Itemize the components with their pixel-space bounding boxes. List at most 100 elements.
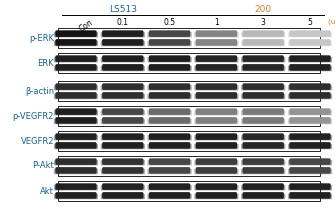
- FancyBboxPatch shape: [288, 57, 332, 62]
- FancyBboxPatch shape: [288, 85, 332, 91]
- FancyBboxPatch shape: [288, 135, 332, 140]
- FancyBboxPatch shape: [102, 117, 143, 124]
- FancyBboxPatch shape: [196, 192, 237, 199]
- Text: P-Akt: P-Akt: [32, 162, 54, 171]
- FancyBboxPatch shape: [241, 66, 285, 71]
- FancyBboxPatch shape: [196, 92, 237, 99]
- FancyBboxPatch shape: [243, 39, 284, 46]
- FancyBboxPatch shape: [243, 55, 284, 62]
- FancyBboxPatch shape: [101, 169, 145, 174]
- FancyBboxPatch shape: [55, 158, 97, 165]
- FancyBboxPatch shape: [288, 32, 332, 37]
- FancyBboxPatch shape: [289, 133, 331, 140]
- Bar: [58, 53, 320, 73]
- FancyBboxPatch shape: [149, 83, 190, 90]
- FancyBboxPatch shape: [241, 32, 285, 37]
- FancyBboxPatch shape: [194, 119, 239, 124]
- FancyBboxPatch shape: [289, 167, 331, 174]
- FancyBboxPatch shape: [55, 30, 97, 37]
- FancyBboxPatch shape: [241, 194, 285, 199]
- FancyBboxPatch shape: [147, 185, 192, 190]
- FancyBboxPatch shape: [149, 142, 190, 149]
- Text: Con: Con: [78, 18, 95, 34]
- Text: p-ERK: p-ERK: [29, 34, 54, 43]
- Text: LS513: LS513: [109, 5, 137, 14]
- FancyBboxPatch shape: [194, 85, 239, 91]
- FancyBboxPatch shape: [196, 133, 237, 140]
- FancyBboxPatch shape: [101, 110, 145, 116]
- FancyBboxPatch shape: [149, 64, 190, 71]
- FancyBboxPatch shape: [241, 85, 285, 91]
- FancyBboxPatch shape: [102, 55, 143, 62]
- FancyBboxPatch shape: [194, 94, 239, 99]
- FancyBboxPatch shape: [196, 83, 237, 90]
- FancyBboxPatch shape: [149, 55, 190, 62]
- FancyBboxPatch shape: [241, 110, 285, 116]
- FancyBboxPatch shape: [55, 64, 97, 71]
- FancyBboxPatch shape: [196, 158, 237, 165]
- FancyBboxPatch shape: [102, 142, 143, 149]
- FancyBboxPatch shape: [54, 169, 98, 174]
- FancyBboxPatch shape: [55, 133, 97, 140]
- FancyBboxPatch shape: [241, 185, 285, 190]
- FancyBboxPatch shape: [289, 55, 331, 62]
- Text: 0.5: 0.5: [163, 18, 176, 27]
- FancyBboxPatch shape: [241, 119, 285, 124]
- FancyBboxPatch shape: [149, 192, 190, 199]
- FancyBboxPatch shape: [149, 158, 190, 165]
- FancyBboxPatch shape: [289, 108, 331, 115]
- FancyBboxPatch shape: [288, 41, 332, 46]
- FancyBboxPatch shape: [54, 160, 98, 165]
- FancyBboxPatch shape: [243, 117, 284, 124]
- FancyBboxPatch shape: [194, 169, 239, 174]
- FancyBboxPatch shape: [147, 160, 192, 165]
- Text: VEGFR2: VEGFR2: [20, 137, 54, 146]
- FancyBboxPatch shape: [101, 194, 145, 199]
- FancyBboxPatch shape: [243, 133, 284, 140]
- FancyBboxPatch shape: [147, 66, 192, 71]
- FancyBboxPatch shape: [55, 92, 97, 99]
- FancyBboxPatch shape: [194, 57, 239, 62]
- FancyBboxPatch shape: [241, 135, 285, 140]
- FancyBboxPatch shape: [147, 41, 192, 46]
- FancyBboxPatch shape: [102, 39, 143, 46]
- FancyBboxPatch shape: [149, 183, 190, 190]
- FancyBboxPatch shape: [288, 144, 332, 149]
- FancyBboxPatch shape: [243, 167, 284, 174]
- Bar: [58, 106, 320, 126]
- FancyBboxPatch shape: [54, 185, 98, 190]
- FancyBboxPatch shape: [243, 183, 284, 190]
- FancyBboxPatch shape: [101, 32, 145, 37]
- Text: 3: 3: [261, 18, 266, 27]
- FancyBboxPatch shape: [101, 160, 145, 165]
- FancyBboxPatch shape: [288, 94, 332, 99]
- FancyBboxPatch shape: [55, 183, 97, 190]
- FancyBboxPatch shape: [102, 83, 143, 90]
- FancyBboxPatch shape: [243, 92, 284, 99]
- Text: β-actin: β-actin: [25, 86, 54, 95]
- Bar: [58, 156, 320, 176]
- FancyBboxPatch shape: [289, 192, 331, 199]
- FancyBboxPatch shape: [288, 119, 332, 124]
- FancyBboxPatch shape: [54, 119, 98, 124]
- FancyBboxPatch shape: [54, 32, 98, 37]
- FancyBboxPatch shape: [243, 83, 284, 90]
- FancyBboxPatch shape: [54, 85, 98, 91]
- FancyBboxPatch shape: [54, 41, 98, 46]
- FancyBboxPatch shape: [101, 144, 145, 149]
- Text: Akt: Akt: [40, 186, 54, 196]
- FancyBboxPatch shape: [147, 32, 192, 37]
- FancyBboxPatch shape: [196, 117, 237, 124]
- FancyBboxPatch shape: [102, 30, 143, 37]
- FancyBboxPatch shape: [288, 160, 332, 165]
- FancyBboxPatch shape: [102, 92, 143, 99]
- FancyBboxPatch shape: [194, 194, 239, 199]
- Bar: [58, 131, 320, 151]
- FancyBboxPatch shape: [54, 57, 98, 62]
- Text: 1: 1: [214, 18, 219, 27]
- FancyBboxPatch shape: [149, 133, 190, 140]
- FancyBboxPatch shape: [149, 108, 190, 115]
- FancyBboxPatch shape: [101, 94, 145, 99]
- FancyBboxPatch shape: [147, 194, 192, 199]
- FancyBboxPatch shape: [241, 160, 285, 165]
